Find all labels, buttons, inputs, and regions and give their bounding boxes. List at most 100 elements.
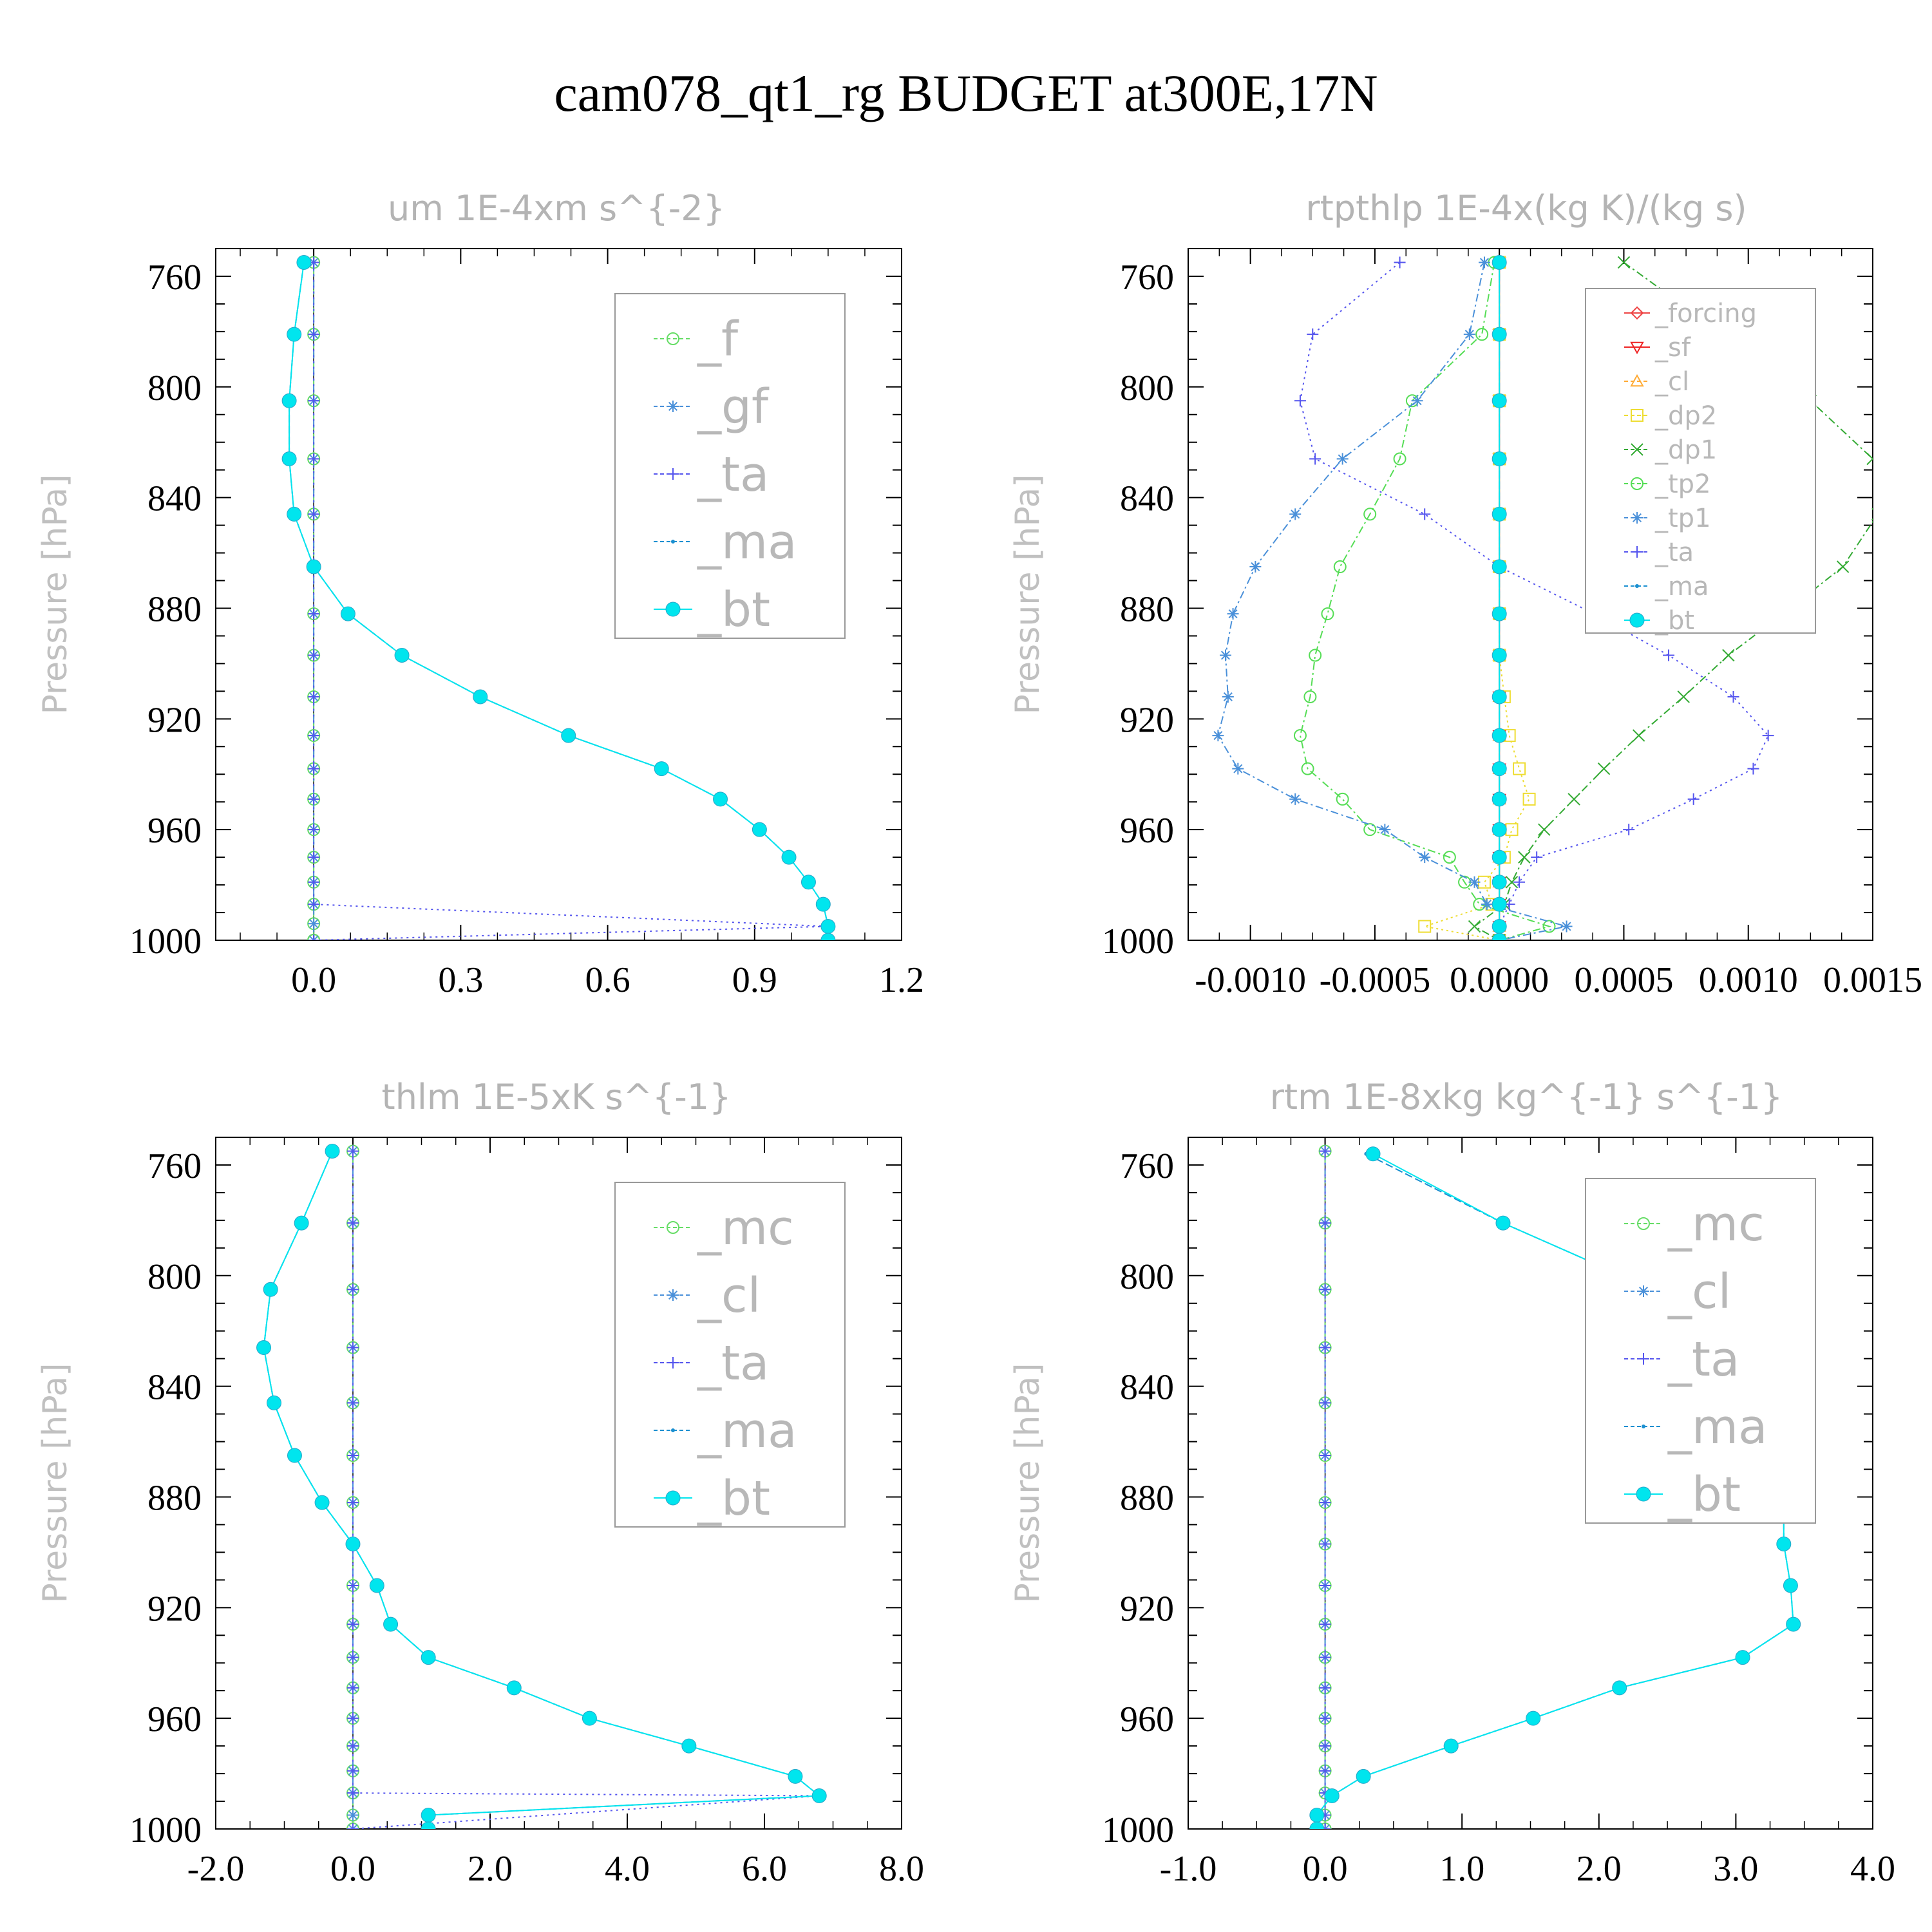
data-point	[1478, 256, 1490, 269]
y-axis-label: Pressure [hPa]	[1009, 475, 1047, 715]
data-point	[1307, 328, 1319, 341]
series-line-dp1	[1473, 261, 1873, 940]
data-point	[1687, 793, 1700, 805]
data-point	[1783, 1578, 1798, 1593]
legend-marker	[665, 601, 681, 617]
data-point	[1762, 730, 1774, 742]
data-point	[654, 761, 669, 777]
y-tick-label: 800	[147, 368, 202, 408]
data-point	[296, 254, 312, 270]
data-point	[308, 824, 320, 836]
data-point	[1518, 851, 1531, 864]
x-tick-label: 0.0015	[1823, 960, 1922, 1000]
legend-marker	[1631, 512, 1643, 524]
data-point	[713, 791, 728, 807]
data-point	[1319, 1740, 1331, 1752]
data-point	[347, 1787, 359, 1799]
data-point	[347, 1145, 359, 1157]
data-point	[1319, 1823, 1331, 1829]
y-axis-label: Pressure [hPa]	[36, 1363, 75, 1604]
data-point	[1319, 1618, 1331, 1631]
data-point	[1319, 1497, 1331, 1509]
x-tick-label: 6.0	[742, 1849, 787, 1889]
data-point	[347, 1740, 359, 1752]
data-point	[1492, 822, 1507, 837]
data-point	[421, 1650, 436, 1665]
panel-um: um 1E-4xm s^{-2} 760 800 840 880 920 960 1000 0…	[36, 188, 924, 1000]
data-point	[1492, 606, 1507, 621]
data-point	[1232, 762, 1244, 775]
data-point	[347, 1765, 359, 1777]
y-tick-label: 1000	[129, 1810, 202, 1850]
data-point	[256, 1340, 272, 1355]
data-point	[1836, 560, 1850, 573]
data-point	[1319, 1145, 1331, 1157]
data-point	[1293, 729, 1307, 743]
data-point	[1336, 792, 1349, 806]
x-tick-label: -2.0	[187, 1849, 245, 1889]
y-tick-label: 920	[147, 1589, 202, 1629]
legend: _f _gf _ta _ma _bt	[614, 293, 846, 639]
data-point	[800, 875, 816, 890]
x-tick-label: 0.0000	[1450, 960, 1549, 1000]
data-point	[1319, 1765, 1331, 1777]
legend-box	[1585, 1178, 1816, 1524]
x-tick-label: 0.3	[438, 960, 483, 1000]
data-point	[1419, 508, 1431, 520]
series-bt	[1492, 254, 1507, 940]
x-tick-label: 2.0	[468, 1849, 513, 1889]
data-point	[1319, 1450, 1331, 1462]
x-tick-label: 4.0	[1850, 1849, 1895, 1889]
data-point	[287, 327, 302, 342]
data-point	[347, 1809, 359, 1821]
legend-marker	[1629, 612, 1645, 628]
data-point	[308, 608, 320, 620]
y-tick-label: 960	[1120, 811, 1174, 851]
data-point	[1492, 919, 1507, 934]
data-point	[1663, 649, 1675, 661]
series-ta	[1319, 1145, 1331, 1829]
data-point	[1492, 875, 1507, 890]
y-tick-label: 800	[1120, 1257, 1174, 1297]
data-point	[1567, 793, 1580, 806]
data-point	[1289, 793, 1302, 805]
data-point	[281, 451, 297, 466]
plot-frame	[215, 248, 902, 941]
data-point	[1560, 920, 1573, 933]
data-point	[1289, 508, 1302, 520]
data-point	[1363, 507, 1377, 521]
data-point	[308, 762, 320, 775]
data-point	[1309, 1808, 1325, 1823]
data-point	[1735, 1650, 1750, 1665]
data-point	[1513, 876, 1526, 888]
series-line-tp1	[1217, 262, 1567, 940]
legend-label: _bt	[697, 1471, 770, 1526]
legend-label: _tp1	[1654, 504, 1711, 533]
series-dp2	[1418, 256, 1536, 940]
data-point	[1786, 1616, 1801, 1632]
data-point	[1319, 1341, 1331, 1354]
data-point	[1319, 1217, 1331, 1229]
data-point	[340, 606, 355, 621]
y-tick-label: 960	[147, 1700, 202, 1739]
legend-label: _cl	[1667, 1264, 1731, 1320]
data-point	[325, 1143, 340, 1159]
y-tick-label: 960	[147, 811, 202, 851]
data-point	[1492, 648, 1507, 663]
data-point	[781, 849, 797, 865]
data-point	[294, 1215, 309, 1231]
data-point	[347, 1823, 359, 1829]
legend-marker	[667, 332, 679, 345]
panel-title-rtpthlp: rtpthlp 1E-4x(kg K)/(kg s)	[1305, 188, 1747, 229]
y-tick-label: 1000	[1102, 922, 1174, 961]
legend-label: _forcing	[1654, 299, 1757, 328]
data-point	[1492, 689, 1507, 705]
data-point	[1443, 1738, 1459, 1754]
x-tick-label: 0.0	[330, 1849, 375, 1889]
data-point	[263, 1282, 278, 1297]
data-point	[561, 728, 576, 743]
series-ta	[347, 1145, 826, 1829]
legend: _forcing _sf _cl _dp2 _dp1 _tp2 _tp1 _ta _ma _bt	[1585, 288, 1816, 636]
legend-marker	[1631, 443, 1643, 456]
data-point	[1222, 690, 1234, 703]
